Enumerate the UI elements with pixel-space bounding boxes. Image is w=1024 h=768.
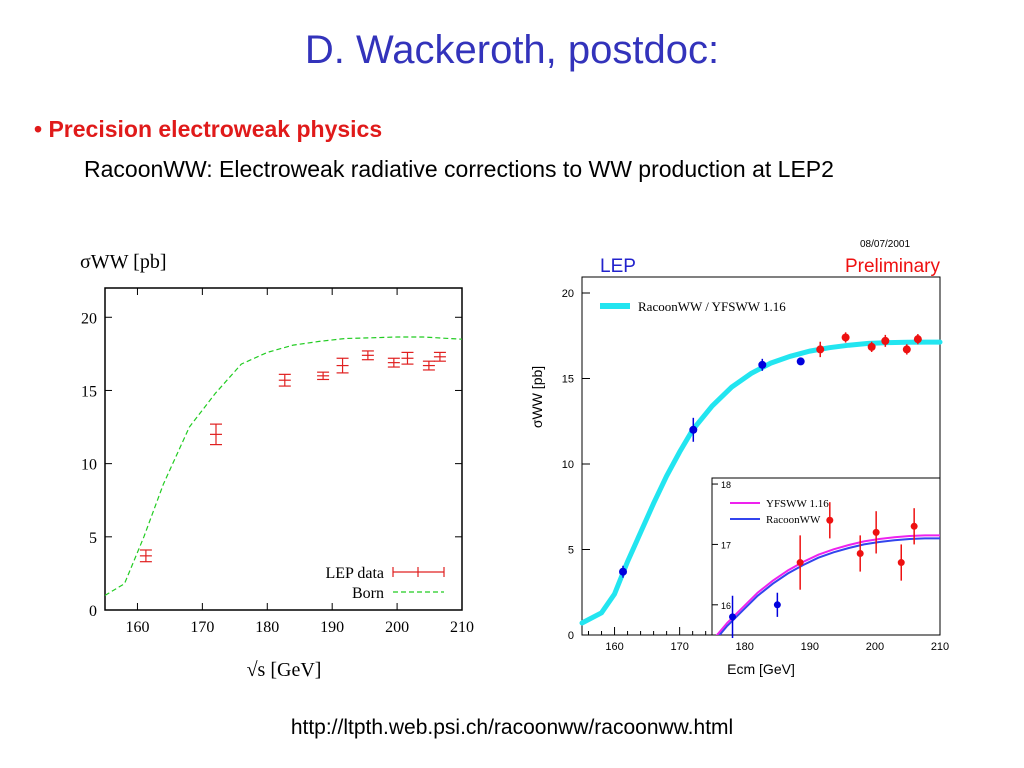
red-data-point xyxy=(867,342,876,351)
right-y-tick-label: 0 xyxy=(568,630,574,642)
inset-blue-data-point xyxy=(729,613,737,621)
left-y-tick-label: 0 xyxy=(89,603,97,620)
inset-red-data-point xyxy=(897,559,905,567)
left-x-tick-label: 180 xyxy=(255,619,279,636)
right-header-lep: LEP xyxy=(600,256,636,277)
left-lep-data xyxy=(139,350,446,563)
right-x-tick-label: 210 xyxy=(931,641,949,653)
left-chart: σWW [pb] 160 170 180 190 200 210 0 5 10 15 20 LEP … xyxy=(80,251,474,681)
inset-ticks: 16 17 18 xyxy=(712,480,731,611)
legend-lep-data-label: LEP data xyxy=(326,565,385,582)
footer-url[interactable]: http://ltpth.web.psi.ch/racoonww/racoonw… xyxy=(290,716,734,739)
bullet-item: • Precision electroweak physics xyxy=(34,116,382,143)
right-legend: RacoonWW / YFSWW 1.16 xyxy=(600,299,786,314)
yfsww-line xyxy=(715,534,940,635)
right-x-tick-label: 180 xyxy=(736,641,754,653)
left-x-label: √s [GeV] xyxy=(247,659,322,681)
right-chart: 08/07/2001 LEP Preliminary 160 170 180 190 2… xyxy=(529,239,949,677)
legend-racoonww-label: RacoonWW xyxy=(766,514,821,526)
left-legend: LEP data Born xyxy=(326,565,445,602)
left-plot-frame xyxy=(104,287,463,611)
inset-lines xyxy=(715,534,940,635)
inset-frame xyxy=(711,477,941,636)
subtitle-text: RacoonWW: Electroweak radiative correcti… xyxy=(38,154,988,184)
right-data xyxy=(619,332,922,578)
slide-title: D. Wackeroth, postdoc: xyxy=(304,28,720,72)
inset-y-tick-label: 18 xyxy=(721,480,731,490)
right-date: 08/07/2001 xyxy=(860,239,910,250)
inset-red-data-point xyxy=(826,516,834,524)
blue-data-point xyxy=(796,357,805,366)
left-y-tick-label: 15 xyxy=(81,383,97,400)
left-ticks: 160 170 180 190 200 210 0 5 10 15 20 xyxy=(81,288,474,636)
left-x-tick-label: 160 xyxy=(125,619,149,636)
inset-red-data-point xyxy=(856,549,864,557)
right-y-tick-label: 20 xyxy=(562,288,574,300)
red-data-point xyxy=(902,345,911,354)
right-y-tick-label: 5 xyxy=(568,545,574,557)
red-data-point xyxy=(841,333,850,342)
inset-blue-data-point xyxy=(773,601,781,609)
red-data-point xyxy=(881,336,890,345)
right-x-label: Ecm [GeV] xyxy=(727,661,795,677)
inset-y-tick-label: 16 xyxy=(721,601,731,611)
right-x-tick-label: 190 xyxy=(801,641,819,653)
blue-data-point xyxy=(689,425,698,434)
right-x-tick-label: 200 xyxy=(866,641,884,653)
legend-born-label: Born xyxy=(352,585,384,602)
right-x-tick-label: 160 xyxy=(605,641,623,653)
inset-y-tick-label: 17 xyxy=(721,540,731,550)
inset-legend: YFSWW 1.16 RacoonWW xyxy=(730,498,829,526)
right-y-label: σWW [pb] xyxy=(529,366,545,428)
left-y-tick-label: 20 xyxy=(81,310,97,327)
left-y-label: σWW [pb] xyxy=(80,251,167,273)
subtitle-content: RacoonWW: Electroweak radiative correcti… xyxy=(84,156,834,182)
bullet-text: Precision electroweak physics xyxy=(48,116,383,142)
right-band xyxy=(579,339,943,626)
left-x-tick-label: 210 xyxy=(450,619,474,636)
blue-data-point xyxy=(758,360,767,369)
left-x-tick-label: 200 xyxy=(385,619,409,636)
left-born-line xyxy=(104,336,463,596)
inset-red-data-point xyxy=(910,522,918,530)
inset-data xyxy=(729,502,918,639)
bullet-marker: • xyxy=(34,116,43,142)
red-data-point xyxy=(816,345,825,354)
legend-yfsww-label: YFSWW 1.16 xyxy=(766,498,829,510)
blue-data-point xyxy=(619,567,628,576)
left-x-tick-label: 190 xyxy=(320,619,344,636)
red-data-point xyxy=(913,335,922,344)
inset-red-data-point xyxy=(872,528,880,536)
right-header-preliminary: Preliminary xyxy=(845,256,941,277)
left-y-tick-label: 5 xyxy=(89,530,97,547)
inset-chart: 16 17 18 YFSWW 1.16 RacoonWW xyxy=(711,477,941,639)
legend-racoon-band-label: RacoonWW / YFSWW 1.16 xyxy=(638,299,786,314)
racoonww-line xyxy=(718,537,940,635)
left-x-tick-label: 170 xyxy=(190,619,214,636)
right-y-tick-label: 10 xyxy=(562,459,574,471)
inset-red-data-point xyxy=(796,559,804,567)
born-line xyxy=(104,336,463,596)
right-x-tick-label: 170 xyxy=(670,641,688,653)
right-y-tick-label: 15 xyxy=(562,374,574,386)
racoonww-band xyxy=(579,339,943,626)
left-y-tick-label: 10 xyxy=(81,457,97,474)
